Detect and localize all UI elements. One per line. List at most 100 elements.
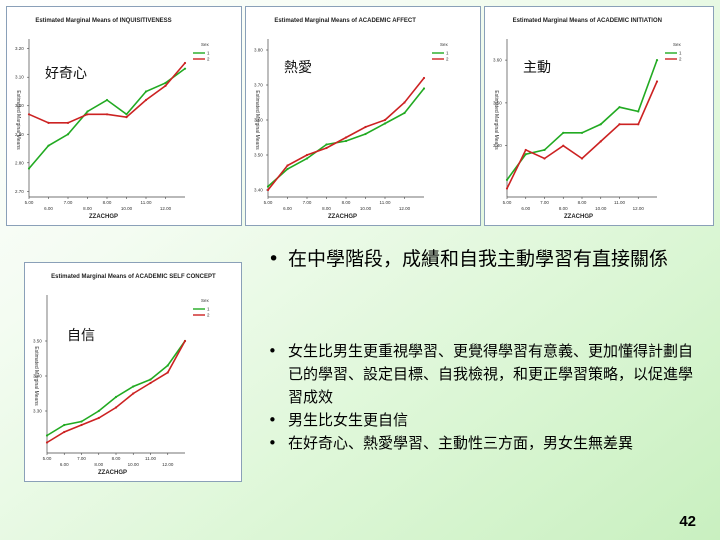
overlay-label-academic-initiation: 主動 xyxy=(523,60,551,76)
data-point xyxy=(266,188,270,192)
data-point xyxy=(114,406,118,409)
data-point xyxy=(164,81,167,85)
main-bullet: • 在中學階段，成績和自我主動學習有直接關係 xyxy=(268,246,700,273)
data-point xyxy=(183,339,187,343)
legend-label: 1 xyxy=(679,51,682,56)
y-tick-label: 3.50 xyxy=(33,339,42,344)
legend-label: 2 xyxy=(446,57,449,62)
data-point xyxy=(524,148,527,152)
legend-label: 1 xyxy=(446,51,449,56)
legend-label: 2 xyxy=(679,57,682,62)
x-tick-label: 12.00 xyxy=(162,462,174,467)
data-point xyxy=(66,133,70,136)
y-tick-label: 3.10 xyxy=(15,75,24,80)
x-axis-label: ZZACHGP xyxy=(328,214,357,220)
data-point xyxy=(149,378,152,381)
data-point xyxy=(27,113,31,116)
data-point xyxy=(286,167,289,171)
series-line-1 xyxy=(28,68,186,170)
list-item: • 男生比女生更自信 xyxy=(268,409,700,432)
y-tick-label: 3.30 xyxy=(33,409,42,414)
data-point xyxy=(80,420,83,423)
x-axis-label: ZZACHGP xyxy=(89,214,118,220)
data-point xyxy=(305,153,309,157)
chart-inquisitiveness: Estimated Marginal Means of INQUISITIVEN… xyxy=(15,18,210,220)
legend-title: Sex xyxy=(201,42,210,47)
data-point xyxy=(305,157,309,160)
data-point xyxy=(543,157,546,160)
x-tick-label: 7.00 xyxy=(540,200,549,205)
y-tick-label: 3.40 xyxy=(254,188,263,193)
data-point xyxy=(144,98,148,102)
data-point xyxy=(183,67,187,70)
data-point xyxy=(125,113,128,116)
x-tick-label: 5.00 xyxy=(25,200,34,205)
x-tick-label: 7.00 xyxy=(303,200,312,205)
chart-panel-academic-affect: Estimated Marginal Means of ACADEMIC AFF… xyxy=(245,6,481,226)
overlay-label-academic-affect: 熱愛 xyxy=(284,60,312,76)
chart-title: Estimated Marginal Means of ACADEMIC SEL… xyxy=(51,274,216,280)
bullet-text-2: 男生比女生更自信 xyxy=(288,411,409,429)
data-point xyxy=(47,144,50,147)
x-tick-label: 11.00 xyxy=(614,200,625,205)
data-point xyxy=(132,392,135,395)
data-point xyxy=(599,140,602,143)
chart-academic-initiation: Estimated Marginal Means of ACADEMIC INI… xyxy=(493,18,682,220)
x-tick-label: 6.00 xyxy=(44,206,53,211)
y-axis-label: Estimated Marginal Means xyxy=(493,90,499,150)
y-tick-label: 3.60 xyxy=(254,118,263,123)
x-tick-label: 10.00 xyxy=(595,206,607,211)
data-point xyxy=(286,164,289,167)
y-tick-label: 3.50 xyxy=(254,153,263,158)
data-point xyxy=(86,110,89,113)
data-point xyxy=(86,113,89,116)
data-point xyxy=(344,139,348,143)
data-point xyxy=(383,122,387,125)
bullet-text-3: 在好奇心、熱愛學習、主動性三方面，男女生無差異 xyxy=(288,434,634,452)
x-tick-label: 8.00 xyxy=(94,462,103,467)
data-point xyxy=(505,178,509,181)
data-point xyxy=(580,157,584,160)
x-tick-label: 8.00 xyxy=(578,200,587,205)
data-point xyxy=(166,364,169,367)
y-tick-label: 2.70 xyxy=(15,189,24,194)
data-point xyxy=(364,125,367,129)
x-tick-label: 8.00 xyxy=(559,206,568,211)
data-point xyxy=(105,113,109,116)
overlay-label-inquisitiveness: 好奇心 xyxy=(45,66,87,82)
data-point xyxy=(80,423,83,427)
x-tick-label: 10.00 xyxy=(121,206,133,211)
x-tick-label: 5.00 xyxy=(503,200,512,205)
x-tick-label: 7.00 xyxy=(64,200,73,205)
y-tick-label: 3.70 xyxy=(254,83,263,88)
data-point xyxy=(114,395,118,399)
list-item: • 女生比男生更重視學習、更覺得學習有意義、更加懂得計劃自已的學習、設定目標、自我… xyxy=(268,340,700,409)
data-point xyxy=(183,61,187,65)
data-point xyxy=(422,87,426,90)
x-axis-label: ZZACHGP xyxy=(98,470,127,476)
chart-title: Estimated Marginal Means of INQUISITIVEN… xyxy=(35,18,171,24)
x-tick-label: 6.00 xyxy=(521,206,530,211)
bullet-dot: • xyxy=(268,411,277,429)
series-line-2 xyxy=(267,77,425,191)
x-tick-label: 8.00 xyxy=(322,206,331,211)
x-tick-label: 12.00 xyxy=(399,206,411,211)
y-tick-label: 2.90 xyxy=(15,132,24,137)
data-point xyxy=(97,416,100,420)
data-point xyxy=(524,153,527,156)
x-tick-label: 10.00 xyxy=(360,206,372,211)
data-point xyxy=(164,84,167,87)
data-point xyxy=(27,167,31,170)
series-line-1 xyxy=(46,340,186,437)
series-line-2 xyxy=(46,340,186,444)
legend-title: Sex xyxy=(673,42,682,47)
x-tick-label: 11.00 xyxy=(141,200,152,205)
x-tick-label: 11.00 xyxy=(145,456,156,461)
page-number: 42 xyxy=(679,513,696,530)
data-point xyxy=(505,187,509,190)
data-point xyxy=(383,118,387,122)
y-tick-label: 3.50 xyxy=(493,100,502,105)
data-point xyxy=(325,146,328,150)
bullet-text-1: 女生比男生更重視學習、更覺得學習有意義、更加懂得計劃自已的學習、設定目標、自我檢… xyxy=(288,342,694,406)
data-point xyxy=(599,123,602,126)
